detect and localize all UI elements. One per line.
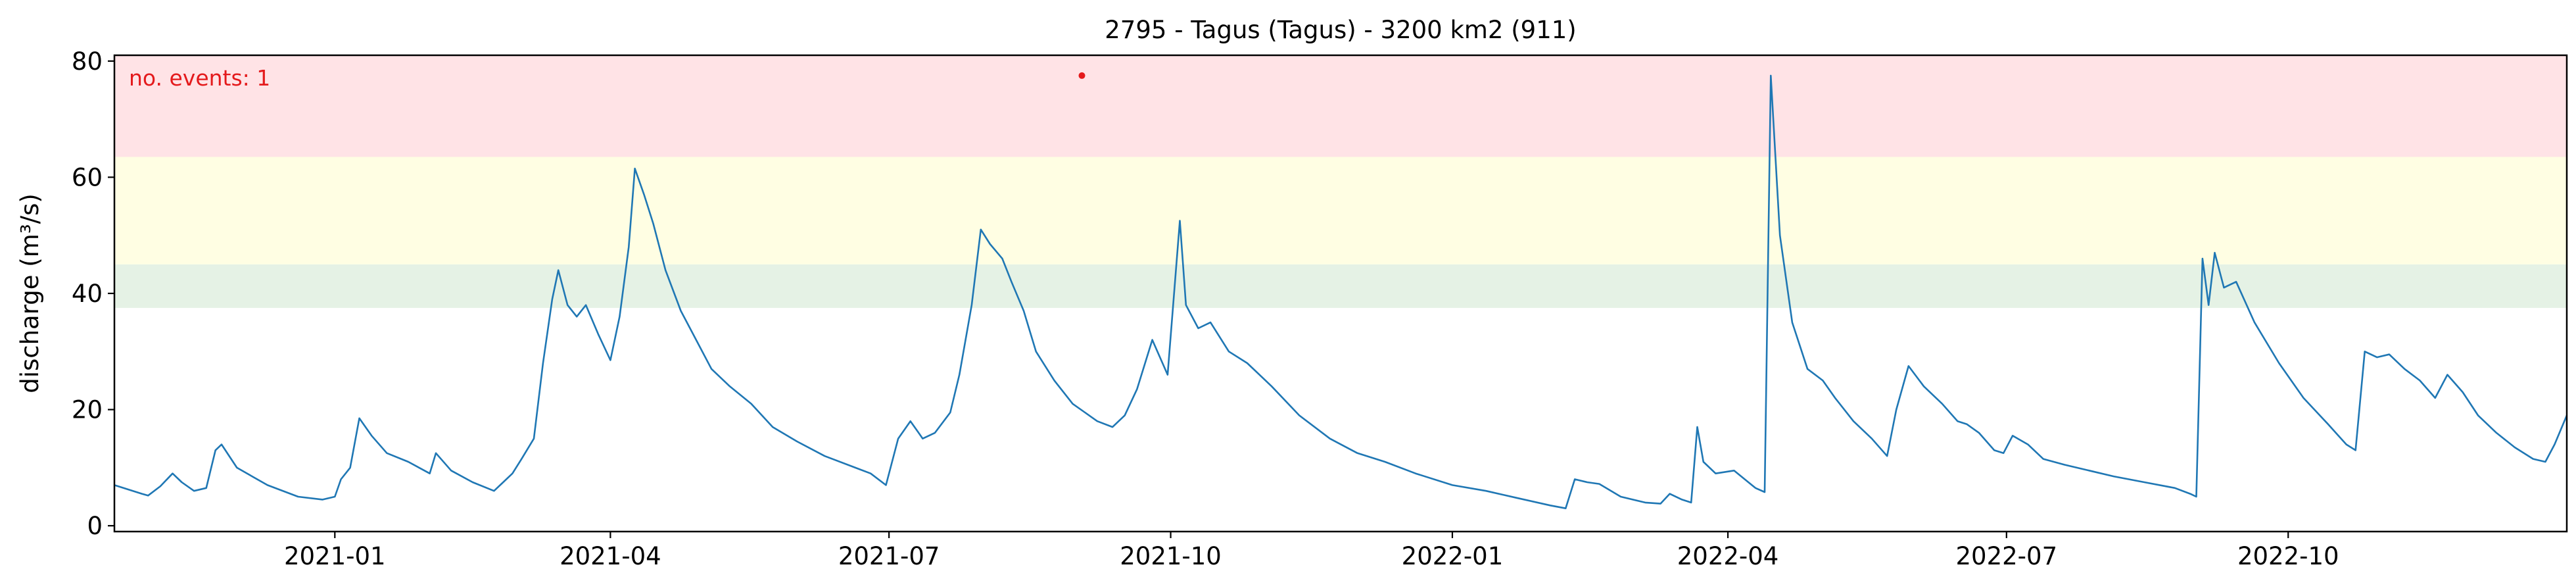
discharge-series: [114, 74, 2568, 509]
x-axis: 2021-01 2021-04 2021-07 2021-10 2022-01 2022-…: [284, 532, 2339, 570]
event-count-annotation: no. events: 1: [129, 65, 270, 91]
x-tick-label: 2021-07: [838, 542, 940, 570]
y-tick-label: 0: [87, 512, 103, 540]
threshold-band-1: [114, 264, 2567, 309]
x-tick-label: 2021-04: [560, 542, 661, 570]
y-tick-label: 20: [72, 396, 103, 424]
x-tick-label: 2021-01: [284, 542, 386, 570]
y-axis-label: discharge (m³/s): [16, 193, 44, 393]
x-tick-label: 2022-10: [2237, 542, 2339, 570]
event-markers: [1078, 72, 1085, 79]
discharge-line: [114, 74, 2568, 509]
threshold-band-3: [114, 55, 2567, 157]
x-tick-label: 2021-10: [1120, 542, 1222, 570]
chart-title: 2795 - Tagus (Tagus) - 3200 km2 (911): [1105, 16, 1576, 44]
y-tick-label: 80: [72, 47, 103, 76]
x-tick-label: 2022-07: [1956, 542, 2058, 570]
threshold-bands: [114, 55, 2567, 309]
event-marker: [1078, 72, 1085, 79]
y-axis: 0 20 40 60 80: [72, 47, 114, 540]
y-tick-label: 60: [72, 163, 103, 191]
x-tick-label: 2022-01: [1402, 542, 1504, 570]
x-tick-label: 2022-04: [1677, 542, 1779, 570]
y-tick-label: 40: [72, 280, 103, 308]
threshold-band-2: [114, 157, 2567, 264]
